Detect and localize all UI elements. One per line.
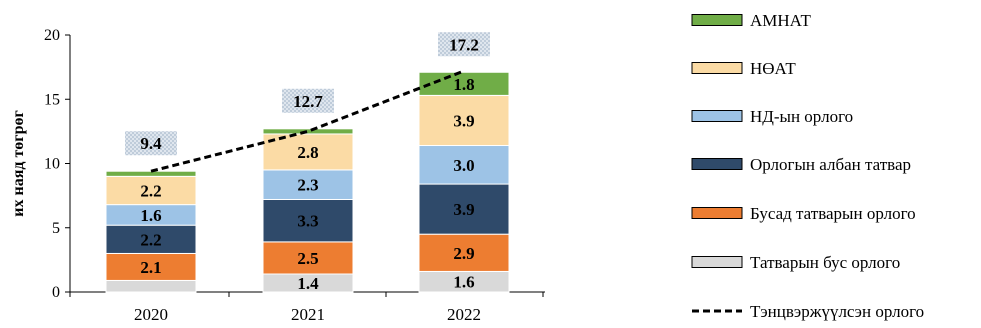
- bar-segment: [418, 233, 510, 272]
- legend-swatch: [691, 158, 743, 170]
- data-label: 1.6: [140, 206, 161, 225]
- data-label: 3.9: [453, 200, 474, 219]
- data-label: 3.3: [297, 212, 318, 231]
- data-label: 2.9: [453, 244, 474, 263]
- x-tick-label: 2021: [291, 305, 325, 324]
- legend-swatch: [691, 62, 743, 74]
- data-label: 1.4: [297, 274, 319, 293]
- y-tick-label: 15: [44, 91, 60, 108]
- data-label: 1.6: [453, 273, 474, 292]
- bar-segment: [418, 71, 510, 96]
- data-label: 2.5: [297, 249, 318, 268]
- x-tick-label: 2020: [134, 305, 168, 324]
- bar-segment: [262, 241, 354, 275]
- bar-segment: [262, 198, 354, 243]
- bar-segment: [105, 252, 197, 281]
- legend-label: Татварын бус орлого: [750, 253, 900, 272]
- y-tick-label: 0: [52, 284, 60, 301]
- data-label: 3.0: [453, 156, 474, 175]
- data-label: 1.8: [453, 75, 474, 94]
- plot-area: 0 5 10 15 20 их наяд төгрөг 2020 2021 2022 2.1 2.2…: [10, 27, 545, 324]
- data-label: 2.3: [297, 176, 318, 195]
- data-label: 2.8: [297, 143, 318, 162]
- y-tick-label: 10: [44, 156, 60, 173]
- bar-segment: [262, 169, 354, 200]
- bar-segment: [418, 145, 510, 185]
- data-label: 2.2: [140, 230, 161, 249]
- bar-segment: [105, 224, 197, 254]
- bar-segment: [105, 279, 197, 293]
- y-axis-title: их наяд төгрөг: [10, 110, 27, 216]
- bar-segment: [105, 170, 197, 177]
- bar-segment: [262, 128, 354, 135]
- legend-label: АМНАТ: [750, 11, 811, 30]
- data-label: 2.2: [140, 181, 161, 200]
- legend-swatch: [691, 207, 743, 219]
- legend-swatch: [691, 14, 743, 26]
- legend-label: Бусад татварын орлого: [750, 204, 916, 223]
- legend: АМНАТ НӨАТ НД-ын орлого Орлогын албан татва…: [691, 11, 924, 321]
- legend-swatch: [691, 110, 743, 122]
- total-label: 9.4: [140, 134, 162, 153]
- total-label-box: [282, 88, 334, 113]
- total-label-box: [438, 32, 490, 57]
- data-label: 2.1: [140, 258, 161, 277]
- legend-label: Орлогын албан татвар: [750, 155, 911, 174]
- bar-segment: [418, 183, 510, 235]
- y-tick-label: 5: [52, 220, 60, 237]
- total-label: 12.7: [293, 92, 323, 111]
- legend-label: НӨАТ: [750, 59, 796, 78]
- bar-segment: [418, 94, 510, 147]
- legend-swatch: [691, 256, 743, 268]
- legend-label: Тэнцвэржүүлсэн орлого: [750, 302, 924, 321]
- bar-segment: [105, 175, 197, 206]
- total-label-box: [125, 131, 177, 156]
- data-label: 3.9: [453, 111, 474, 130]
- total-label: 17.2: [449, 35, 479, 54]
- legend-label: НД-ын орлого: [750, 107, 853, 126]
- y-tick-label: 20: [44, 27, 60, 44]
- x-tick-label: 2022: [447, 305, 481, 324]
